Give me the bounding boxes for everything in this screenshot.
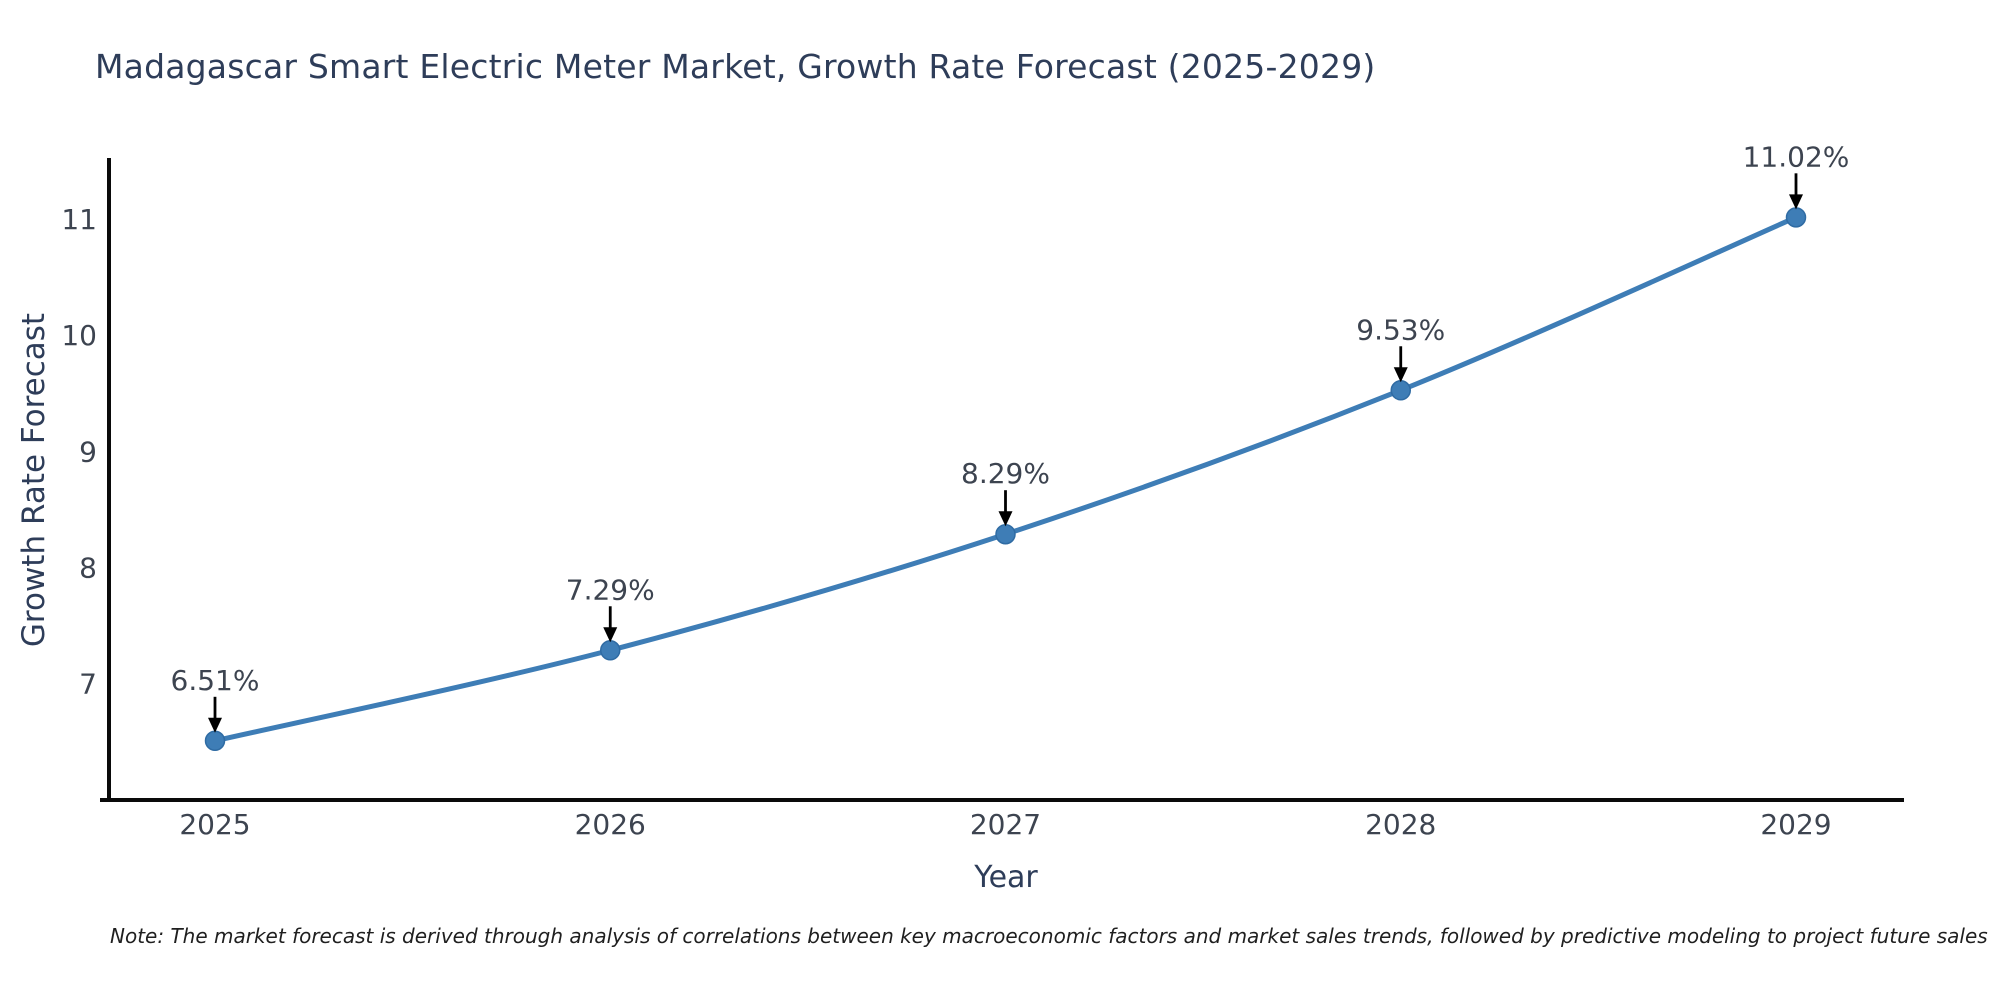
x-tick-label: 2025 <box>179 808 250 841</box>
data-point-2028 <box>1390 380 1411 401</box>
y-tick-label: 10 <box>61 319 97 352</box>
annotation-label: 7.29% <box>566 573 655 606</box>
y-tick-label: 8 <box>79 551 97 584</box>
annotation-arrow-head-icon <box>998 511 1013 527</box>
annotation-arrow-head-icon <box>1393 367 1408 383</box>
data-point-2026 <box>600 640 621 661</box>
data-point-2029 <box>1785 207 1807 228</box>
annotation-label: 11.02% <box>1743 140 1850 173</box>
annotation-arrow-head-icon <box>208 717 222 733</box>
annotation-label: 8.29% <box>961 457 1050 490</box>
annotation-label: 6.51% <box>171 664 260 697</box>
x-tick-label: 2026 <box>575 808 646 841</box>
chart-title: Madagascar Smart Electric Meter Market, … <box>95 47 1376 86</box>
y-tick-label: 11 <box>61 203 97 236</box>
annotation-arrow-head-icon <box>603 627 618 643</box>
x-tick-label: 2028 <box>1365 808 1436 841</box>
x-tick-label: 2027 <box>970 808 1041 841</box>
x-axis-title: Year <box>974 860 1038 895</box>
annotation-arrow-head-icon <box>1789 194 1803 210</box>
data-point-2025 <box>204 730 226 752</box>
y-tick-label: 7 <box>79 667 97 700</box>
footnote: Note: The market forecast is derived thr… <box>110 924 1988 948</box>
data-point-2027 <box>995 523 1016 545</box>
annotation-label: 9.53% <box>1356 313 1445 346</box>
x-tick-label: 2029 <box>1760 808 1831 841</box>
y-tick-label: 9 <box>79 435 97 468</box>
